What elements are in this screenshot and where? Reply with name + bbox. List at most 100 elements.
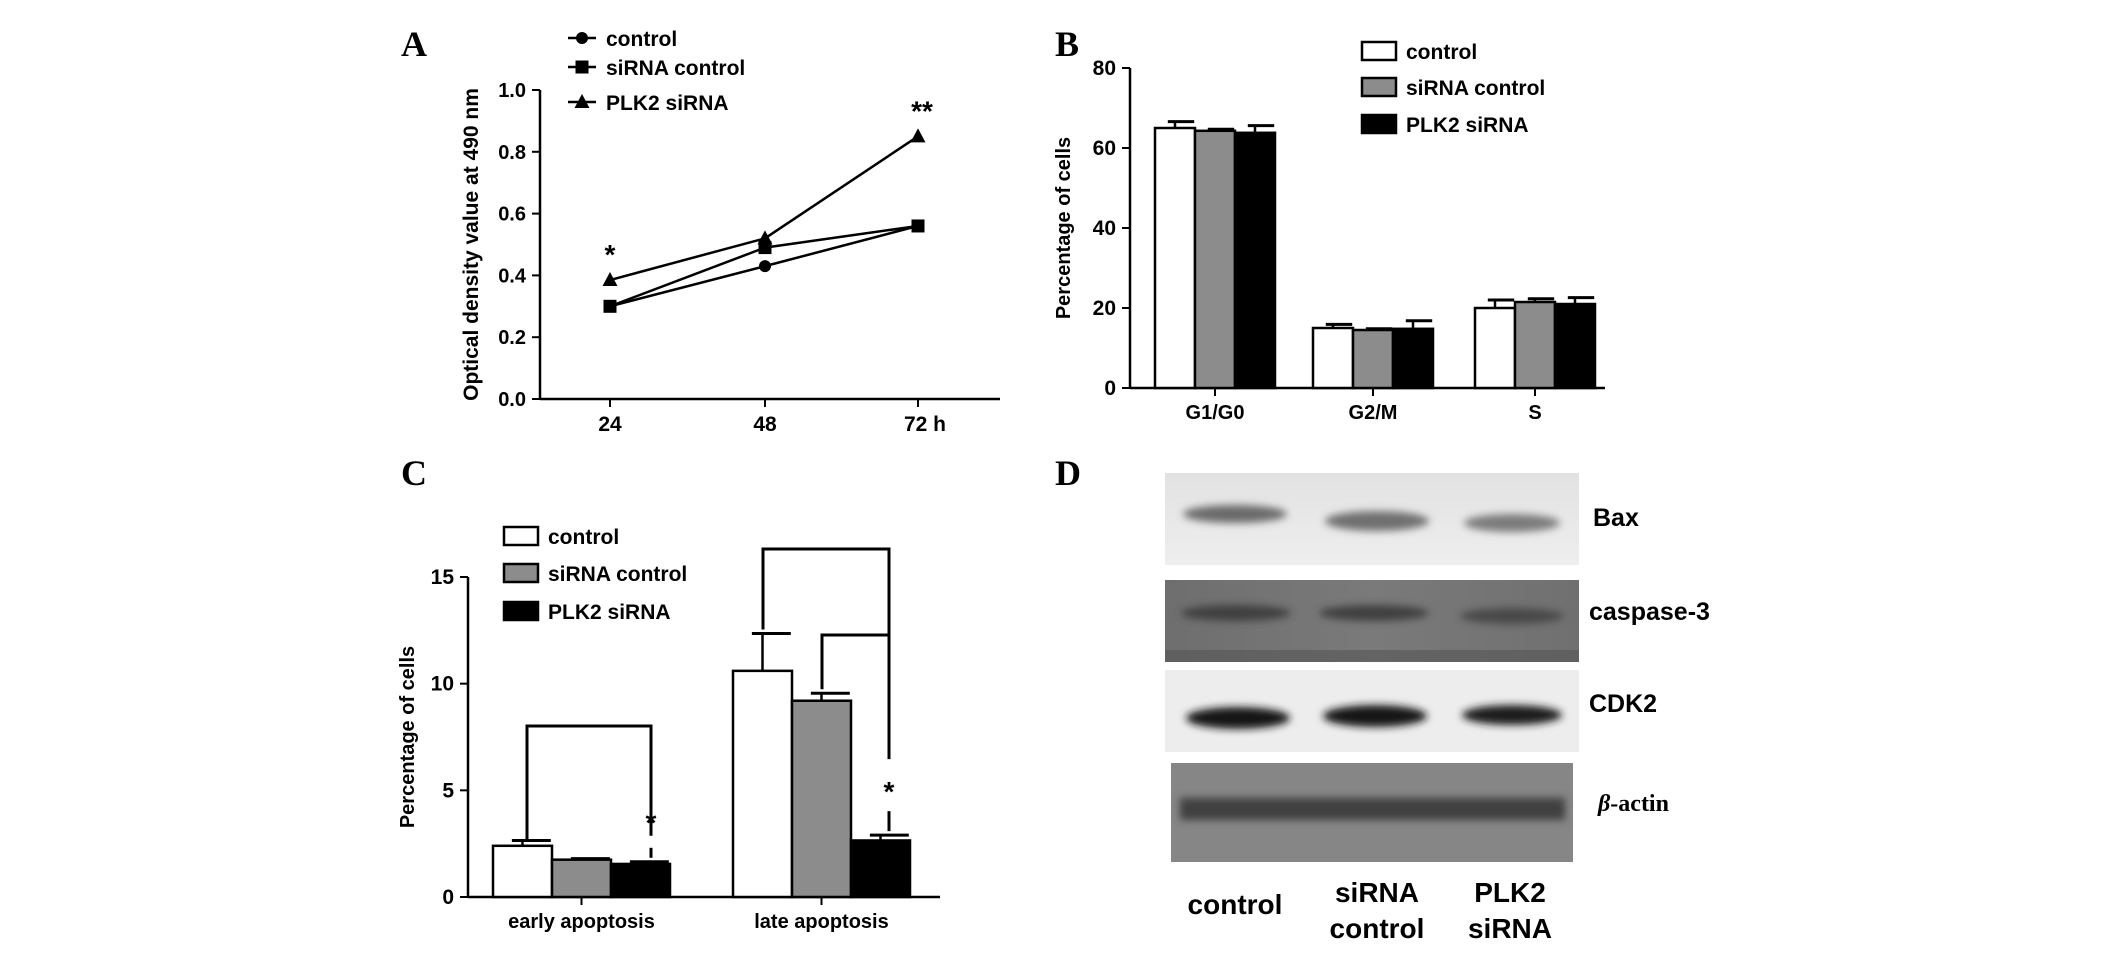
a-point-plk2-sirna	[602, 272, 618, 287]
a-legend-label: control	[606, 28, 677, 51]
c-legend-swatch	[502, 562, 540, 584]
c-significance-marker: *	[646, 807, 657, 838]
beta-symbol: β	[1597, 791, 1611, 817]
a-legend-marker	[574, 94, 590, 108]
a-y-tick-label: 0.0	[498, 389, 526, 411]
a-y-tick-label: 0.2	[498, 327, 526, 349]
c-bar-control-early-apoptosis	[491, 844, 554, 899]
b-y-tick-label: 40	[1093, 217, 1116, 240]
b-bar-control-s	[1473, 306, 1517, 390]
c-bar-plk2-sirna-early-apoptosis	[609, 862, 672, 899]
a-point-plk2-sirna	[910, 128, 926, 143]
b-x-tick-label: G2/M	[1349, 402, 1398, 424]
c-x-tick-label: early apoptosis	[508, 911, 655, 933]
a-x-tick-label: 72 h	[904, 413, 946, 436]
blot-label-bax: Bax	[1593, 504, 1639, 532]
b-bar-sirna-control-s	[1513, 300, 1557, 390]
panel-b-letter: B	[1055, 24, 1079, 64]
c-bar-control-late-apoptosis	[731, 669, 794, 899]
a-legend-label: siRNA control	[606, 57, 745, 80]
b-legend-label: PLK2 siRNA	[1406, 114, 1529, 137]
chart-a-line-chart: 0.0 0.2 0.4 0.6 0.8 1.0 24 48 72 h Optical densit…	[460, 28, 1000, 436]
band-bax-3	[1464, 514, 1560, 532]
c-legend-label: PLK2 siRNA	[548, 601, 671, 624]
blot-label-caspase-3: caspase-3	[1589, 598, 1710, 626]
b-y-tick-label: 0	[1104, 377, 1116, 400]
a-x-tick-label: 24	[598, 413, 622, 436]
panel-d-letter: D	[1055, 453, 1081, 493]
a-series-line-plk2-sirna	[609, 135, 919, 282]
band-beta-actin	[1180, 798, 1565, 820]
c-significance-bracket-late-inner	[820, 633, 889, 690]
a-y-tick-label: 0.6	[498, 204, 526, 226]
b-y-tick-label: 20	[1093, 297, 1116, 320]
a-legend-marker	[576, 32, 588, 44]
band-bax-2	[1325, 511, 1429, 531]
c-legend-label: siRNA control	[548, 563, 687, 586]
c-y-tick-label: 10	[431, 673, 454, 696]
b-bar-sirna-control-g2-m	[1351, 328, 1395, 390]
c-bar-sirna-control-late-apoptosis	[790, 699, 853, 899]
band-cdk2-1	[1186, 707, 1290, 729]
c-significance-bracket-late-outer	[761, 547, 891, 760]
b-legend-swatch	[1360, 76, 1398, 98]
b-y-axis-label: Percentage of cells	[1053, 137, 1075, 319]
b-legend-swatch	[1360, 40, 1398, 62]
band-cdk2-3	[1462, 705, 1562, 725]
b-bar-plk2-sirna-s	[1553, 302, 1597, 390]
lane-label-control: control	[1188, 889, 1283, 920]
caspase-edge-shadow	[1165, 650, 1579, 662]
a-point-sirna-control	[758, 241, 772, 255]
c-legend-swatch	[502, 525, 540, 547]
b-bar-plk2-sirna-g1-g0	[1233, 131, 1277, 390]
a-legend-label: PLK2 siRNA	[606, 92, 729, 115]
a-point-sirna-control	[603, 299, 617, 313]
c-bar-sirna-control-early-apoptosis	[550, 858, 613, 899]
blot-label-beta-actin: β-actin	[1597, 791, 1669, 817]
a-point-sirna-control	[911, 219, 925, 233]
b-bar-plk2-sirna-g2-m	[1391, 327, 1435, 390]
b-x-tick-label: G1/G0	[1186, 402, 1245, 424]
c-legend-swatch	[502, 600, 540, 622]
b-legend-swatch	[1360, 113, 1398, 135]
a-point-control	[759, 260, 771, 273]
c-y-tick-label: 15	[431, 566, 455, 589]
panel-c-letter: C	[401, 453, 427, 493]
a-y-tick-label: 1.0	[498, 80, 526, 102]
c-y-axis-label: Percentage of cells	[397, 646, 419, 828]
band-caspase-2	[1319, 605, 1429, 621]
a-x-tick-label: 48	[753, 413, 777, 436]
chart-c-bar-chart: 0 5 10 15 Percentage of cells early apoptosis…	[397, 525, 940, 933]
lane-label-sirna-control-1: siRNA	[1335, 877, 1419, 908]
b-bar-control-g1-g0	[1153, 126, 1197, 390]
band-bax-1	[1183, 505, 1287, 523]
c-y-tick-label: 0	[442, 886, 454, 909]
band-caspase-1	[1181, 605, 1291, 621]
a-y-axis-label: Optical density value at 490 nm	[460, 88, 483, 401]
b-bar-control-g2-m	[1311, 326, 1355, 390]
c-legend-label: control	[548, 526, 619, 549]
band-cdk2-2	[1323, 705, 1427, 727]
lane-label-sirna-control-2: control	[1330, 913, 1425, 944]
panel-a-letter: A	[401, 24, 427, 64]
c-x-tick-label: late apoptosis	[754, 911, 888, 933]
b-legend-label: siRNA control	[1406, 77, 1545, 100]
b-legend-label: control	[1406, 41, 1477, 64]
a-y-tick-label: 0.8	[498, 142, 526, 164]
blot-label-cdk2: CDK2	[1589, 690, 1657, 718]
b-y-tick-label: 60	[1093, 137, 1116, 160]
a-y-tick-label: 0.4	[498, 265, 527, 287]
a-significance-marker: **	[911, 95, 933, 126]
b-bar-sirna-control-g1-g0	[1193, 129, 1237, 390]
b-y-tick-label: 80	[1093, 57, 1116, 80]
band-caspase-3	[1460, 608, 1564, 624]
lane-label-plk2-sirna-1: PLK2	[1474, 877, 1546, 908]
a-legend-marker	[575, 60, 589, 74]
c-significance-marker: *	[884, 776, 895, 807]
a-point-plk2-sirna	[757, 230, 773, 245]
c-significance-bracket-early	[525, 724, 653, 841]
actin-text: -actin	[1610, 791, 1669, 817]
chart-b-bar-chart: 0 20 40 60 80 Percentage of cells G1/G0 G2/M Sco…	[1053, 40, 1605, 424]
western-blot: Bax caspase-3 CDK2 β-actin control siRNA…	[1165, 473, 1710, 944]
